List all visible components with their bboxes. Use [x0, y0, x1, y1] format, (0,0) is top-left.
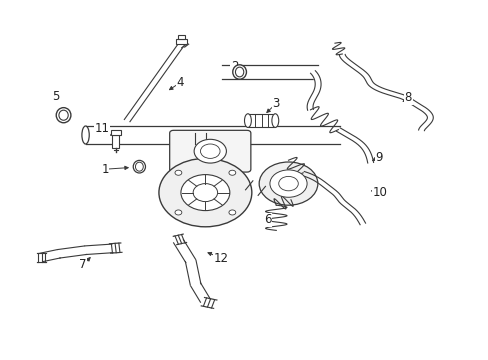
Text: 12: 12	[214, 252, 228, 265]
Polygon shape	[195, 133, 205, 144]
Polygon shape	[85, 244, 113, 255]
Polygon shape	[124, 44, 183, 122]
Circle shape	[194, 139, 226, 163]
Polygon shape	[201, 297, 216, 309]
Text: 11: 11	[94, 122, 109, 135]
Polygon shape	[339, 54, 432, 131]
Ellipse shape	[81, 126, 89, 144]
Text: 3: 3	[272, 97, 280, 110]
Polygon shape	[40, 249, 60, 262]
Ellipse shape	[235, 67, 243, 77]
Ellipse shape	[133, 161, 145, 173]
Polygon shape	[58, 246, 86, 258]
Ellipse shape	[135, 162, 143, 171]
Text: 9: 9	[374, 151, 382, 164]
Text: 4: 4	[176, 76, 183, 89]
Ellipse shape	[271, 114, 278, 127]
Text: 5: 5	[52, 90, 60, 103]
Polygon shape	[173, 239, 195, 263]
Polygon shape	[336, 128, 373, 163]
Text: 8: 8	[404, 91, 411, 104]
Ellipse shape	[232, 65, 246, 79]
Ellipse shape	[244, 114, 251, 127]
Text: 10: 10	[372, 186, 387, 199]
Text: 2: 2	[230, 60, 238, 73]
Text: 7: 7	[79, 258, 87, 271]
Ellipse shape	[56, 108, 71, 123]
Polygon shape	[302, 171, 365, 225]
Polygon shape	[180, 41, 188, 47]
Circle shape	[259, 162, 317, 205]
Circle shape	[278, 176, 298, 191]
Ellipse shape	[59, 110, 68, 120]
Bar	[177, 35, 185, 39]
Circle shape	[269, 170, 306, 197]
Circle shape	[175, 170, 182, 175]
Text: 1: 1	[101, 163, 109, 176]
Polygon shape	[245, 181, 265, 195]
Circle shape	[159, 158, 251, 227]
Polygon shape	[306, 71, 321, 110]
Polygon shape	[185, 260, 201, 285]
Circle shape	[175, 210, 182, 215]
Bar	[247, 114, 275, 127]
Polygon shape	[109, 243, 122, 253]
Circle shape	[228, 210, 235, 215]
Circle shape	[193, 184, 217, 202]
Circle shape	[181, 175, 229, 211]
Circle shape	[200, 144, 220, 158]
FancyBboxPatch shape	[169, 130, 250, 172]
Polygon shape	[177, 41, 185, 48]
Polygon shape	[173, 234, 186, 244]
Text: 6: 6	[263, 213, 271, 226]
Bar	[176, 39, 186, 44]
Polygon shape	[190, 283, 210, 302]
Bar	[112, 135, 119, 148]
Circle shape	[228, 170, 235, 175]
Polygon shape	[37, 253, 46, 262]
Bar	[111, 130, 121, 135]
